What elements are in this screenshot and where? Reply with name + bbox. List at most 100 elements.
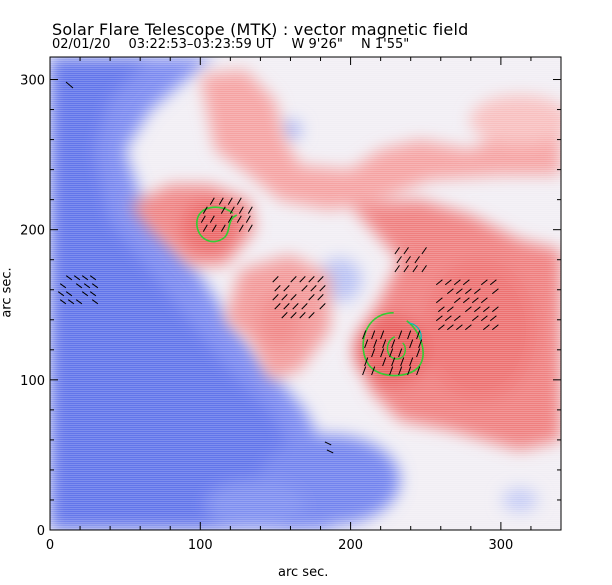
field-vector xyxy=(398,348,403,358)
plot-frame xyxy=(49,56,562,531)
field-vector xyxy=(247,224,253,232)
field-vector xyxy=(274,303,281,310)
field-vector xyxy=(364,339,369,349)
x-tick-label: 0 xyxy=(46,538,54,553)
field-vector xyxy=(491,306,499,313)
field-vector xyxy=(400,357,405,367)
field-vector xyxy=(299,312,306,319)
field-vector xyxy=(416,348,421,358)
field-vector xyxy=(65,291,73,297)
field-vector xyxy=(396,256,402,264)
field-vector xyxy=(382,357,387,367)
field-vector xyxy=(326,449,334,454)
field-vector xyxy=(247,206,253,214)
sunspot-contour-inner xyxy=(386,336,406,360)
y-axis-label: arc sec. xyxy=(0,267,15,318)
field-vector xyxy=(290,276,297,283)
field-vector xyxy=(81,291,89,297)
field-vector xyxy=(416,366,421,376)
field-vector xyxy=(462,297,470,304)
field-vector xyxy=(236,215,242,223)
field-vector xyxy=(394,265,400,273)
field-vector xyxy=(83,283,91,289)
field-vector xyxy=(292,303,299,310)
sunspot-contours xyxy=(196,206,424,377)
field-vector xyxy=(409,357,414,367)
field-vector xyxy=(489,315,497,322)
observation-date: 02/01/20 xyxy=(52,37,111,52)
field-vector xyxy=(480,315,488,322)
scan-lines xyxy=(50,57,561,530)
field-vector xyxy=(473,306,481,313)
y-tick-label: 200 xyxy=(20,224,45,239)
field-vector xyxy=(301,285,308,292)
field-vector xyxy=(220,206,226,214)
y-tick-label: 0 xyxy=(37,524,45,539)
field-vector xyxy=(418,339,423,349)
neutral-line-contour xyxy=(408,322,422,341)
field-vector xyxy=(398,366,403,376)
y-axis-ticks: 0 100 200 300 xyxy=(20,74,561,539)
field-vector xyxy=(455,288,463,295)
field-vector xyxy=(464,306,472,313)
field-vector xyxy=(211,224,217,232)
field-vector xyxy=(421,265,427,273)
field-vector xyxy=(380,330,385,340)
field-vector xyxy=(437,306,445,313)
field-vector xyxy=(236,197,242,205)
longitude-value: W 9'26" xyxy=(291,37,343,52)
field-vector xyxy=(89,275,97,281)
field-vector xyxy=(220,224,226,232)
sunspot-contour xyxy=(196,206,238,243)
field-vector xyxy=(324,441,332,446)
field-vector xyxy=(202,224,208,232)
field-vector xyxy=(317,276,324,283)
y-tick-label: 300 xyxy=(20,74,45,89)
field-vector xyxy=(403,247,409,255)
field-vector xyxy=(81,275,89,281)
field-vector xyxy=(482,324,490,331)
field-vector xyxy=(281,312,288,319)
y-tick-label: 100 xyxy=(20,374,45,389)
field-vector xyxy=(67,299,75,305)
field-vector xyxy=(453,279,461,286)
field-vector xyxy=(283,303,290,310)
field-vector xyxy=(272,276,279,283)
field-vector xyxy=(310,285,317,292)
field-vector xyxy=(362,330,367,340)
field-vector xyxy=(245,215,251,223)
field-vector xyxy=(414,256,420,264)
field-vector xyxy=(317,294,324,301)
field-vector xyxy=(202,206,208,214)
field-vector xyxy=(398,330,403,340)
field-vector xyxy=(389,366,394,376)
field-vector xyxy=(382,339,387,349)
field-vector xyxy=(290,312,297,319)
field-vector xyxy=(59,283,67,289)
field-vector xyxy=(373,339,378,349)
field-vector xyxy=(421,247,427,255)
field-vector xyxy=(371,366,376,376)
x-tick-label: 200 xyxy=(338,538,363,553)
field-vector xyxy=(218,197,224,205)
field-vector xyxy=(200,215,206,223)
field-vector xyxy=(281,294,288,301)
field-vector xyxy=(290,294,297,301)
field-vector xyxy=(209,197,215,205)
field-vector xyxy=(272,294,279,301)
field-vector xyxy=(91,283,99,289)
field-vector xyxy=(89,291,97,297)
field-vector xyxy=(444,315,452,322)
field-vector xyxy=(238,206,244,214)
field-vector xyxy=(407,330,412,340)
field-vector xyxy=(380,348,385,358)
field-vector xyxy=(391,339,396,349)
sunspot-contour xyxy=(362,312,424,377)
field-vector xyxy=(364,357,369,367)
latitude-value: N 1'55" xyxy=(361,37,410,52)
field-vector xyxy=(491,288,499,295)
transverse-field-vectors xyxy=(57,81,499,454)
field-vector xyxy=(362,366,367,376)
observation-time: 03:22:53–03:23:59 UT xyxy=(128,37,274,52)
